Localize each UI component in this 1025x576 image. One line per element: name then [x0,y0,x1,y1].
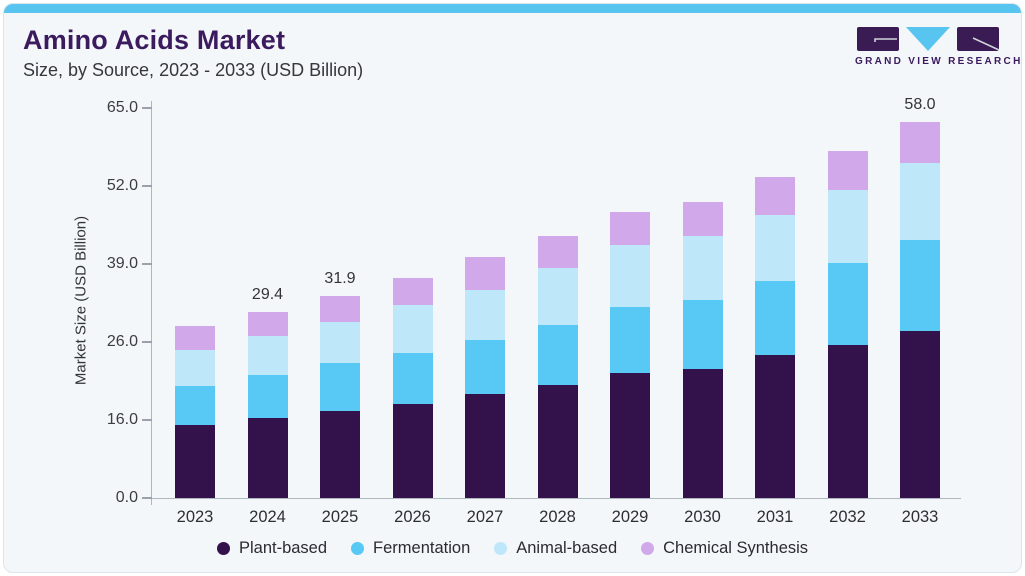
x-tick-label: 2032 [829,508,866,526]
bar-2029-plant-based-segment [610,373,650,498]
bar-2033-animal-based-segment [900,163,940,240]
bar-2027-fermentation-segment [465,340,505,395]
y-tick-mark [142,263,152,265]
brand-name: GRAND VIEW RESEARCH [855,56,1022,67]
y-tick-mark [142,185,152,187]
x-tick-label: 2027 [466,508,504,526]
bar-2033-plant-based-segment [900,330,940,498]
bar-2031-animal-based-segment [755,215,795,282]
x-tick-label: 2026 [394,508,431,526]
bar-2029-fermentation-segment [610,307,650,374]
bar-2024-fermentation-segment [247,374,288,418]
legend-item-fermentation: Fermentation [351,539,470,558]
y-tick-label: 65.0 [106,99,138,116]
y-tick-label: 0.0 [115,489,138,506]
legend-item-animal-based: Animal-based [494,539,617,558]
bar-2032-chemical-synthesis-segment [827,150,868,191]
y-tick-label: 16.0 [106,411,138,428]
y-axis-title: Market Size (USD Billion) [72,215,90,386]
report-card: Amino Acids Market Size, by Source, 2023… [3,3,1022,573]
bar-value-label: 58.0 [904,95,936,113]
bar-2023-plant-based-segment [175,424,215,498]
stacked-bar-chart: Market Size (USD Billion) 0.0 16.0 26.0 39.… [4,4,1021,572]
bar-2029-animal-based-segment [610,245,650,308]
bar-2023-animal-based-segment [175,349,215,386]
bar-2023-chemical-synthesis-segment [175,326,215,350]
bar-2032-plant-based-segment [827,345,868,498]
bar-2030-plant-based-segment [682,369,723,498]
bar-2026-chemical-synthesis-segment [392,278,433,305]
bar-2023-fermentation-segment [175,385,215,425]
bar-value-label: 29.4 [251,286,284,303]
legend-item-plant-based: Plant-based [216,539,328,558]
legend-label: Fermentation [373,539,471,557]
x-tick-label: 2031 [756,508,794,526]
bar-2032-fermentation-segment [827,262,868,346]
bar-2030-fermentation-segment [682,300,723,370]
x-tick-label: 2024 [249,508,286,526]
legend-dot-icon [216,542,230,555]
bar-2031-fermentation-segment [755,281,795,356]
bar-2026-fermentation-segment [392,352,433,404]
bar-2029-chemical-synthesis-segment [610,211,650,246]
page-subtitle: Size, by Source, 2023 - 2033 (USD Billio… [23,60,364,80]
bar-2028-animal-based-segment [537,268,578,325]
top-accent-bar [4,4,1021,13]
legend-dot-icon [641,542,655,555]
x-axis-line [151,498,961,499]
y-tick-mark [142,341,152,343]
bar-2025-chemical-synthesis-segment [320,295,360,322]
legend-item-chemical-synthesis: Chemical Synthesis [641,539,808,558]
bar-2026-animal-based-segment [392,304,433,353]
bar-2026-plant-based-segment [392,403,433,498]
bar-2030-animal-based-segment [682,235,723,300]
bar-2031-chemical-synthesis-segment [755,177,795,216]
legend-label: Chemical Synthesis [663,539,809,557]
brand-logo: GRAND VIEW RESEARCH [855,26,1022,67]
legend-label: Plant-based [238,539,328,557]
bar-2025-plant-based-segment [320,411,360,498]
y-axis-line [151,101,152,505]
bar-2027-animal-based-segment [465,289,505,341]
bar-2032-animal-based-segment [827,190,868,263]
legend-dot-icon [494,542,508,555]
bar-2033-chemical-synthesis-segment [900,121,940,164]
x-tick-label: 2030 [684,508,721,526]
bar-value-label: 31.9 [324,269,356,287]
bar-2024-animal-based-segment [247,336,288,375]
bar-2028-chemical-synthesis-segment [537,235,578,269]
bar-2028-fermentation-segment [537,324,578,385]
x-tick-label: 2028 [539,508,576,526]
y-tick-mark [142,497,152,499]
bar-2024-chemical-synthesis-segment [247,312,288,336]
bar-2030-chemical-synthesis-segment [682,201,723,236]
page-title: Amino Acids Market [23,25,286,55]
chart-legend: Plant-based Fermentation Animal-based Chemi… [4,539,1021,558]
bar-2025-animal-based-segment [320,321,360,364]
bar-2027-chemical-synthesis-segment [465,256,505,290]
legend-dot-icon [351,542,365,555]
legend-label: Animal-based [516,539,618,557]
y-tick-mark [142,107,152,109]
x-tick-label: 2025 [321,508,359,526]
y-tick-label: 39.0 [106,255,138,272]
bar-2025-fermentation-segment [320,363,360,412]
x-tick-label: 2029 [611,508,649,526]
x-tick-label: 2023 [176,508,214,526]
bar-2027-plant-based-segment [465,394,505,498]
y-tick-label: 26.0 [106,333,138,350]
bar-2028-plant-based-segment [537,384,578,498]
y-tick-label: 52.0 [106,177,138,194]
gvr-logo-icon [857,27,1000,51]
x-tick-label: 2033 [901,508,939,526]
bar-2031-plant-based-segment [755,355,795,498]
bar-2033-fermentation-segment [900,240,940,331]
bar-2024-plant-based-segment [247,417,288,498]
y-tick-mark [142,419,152,421]
